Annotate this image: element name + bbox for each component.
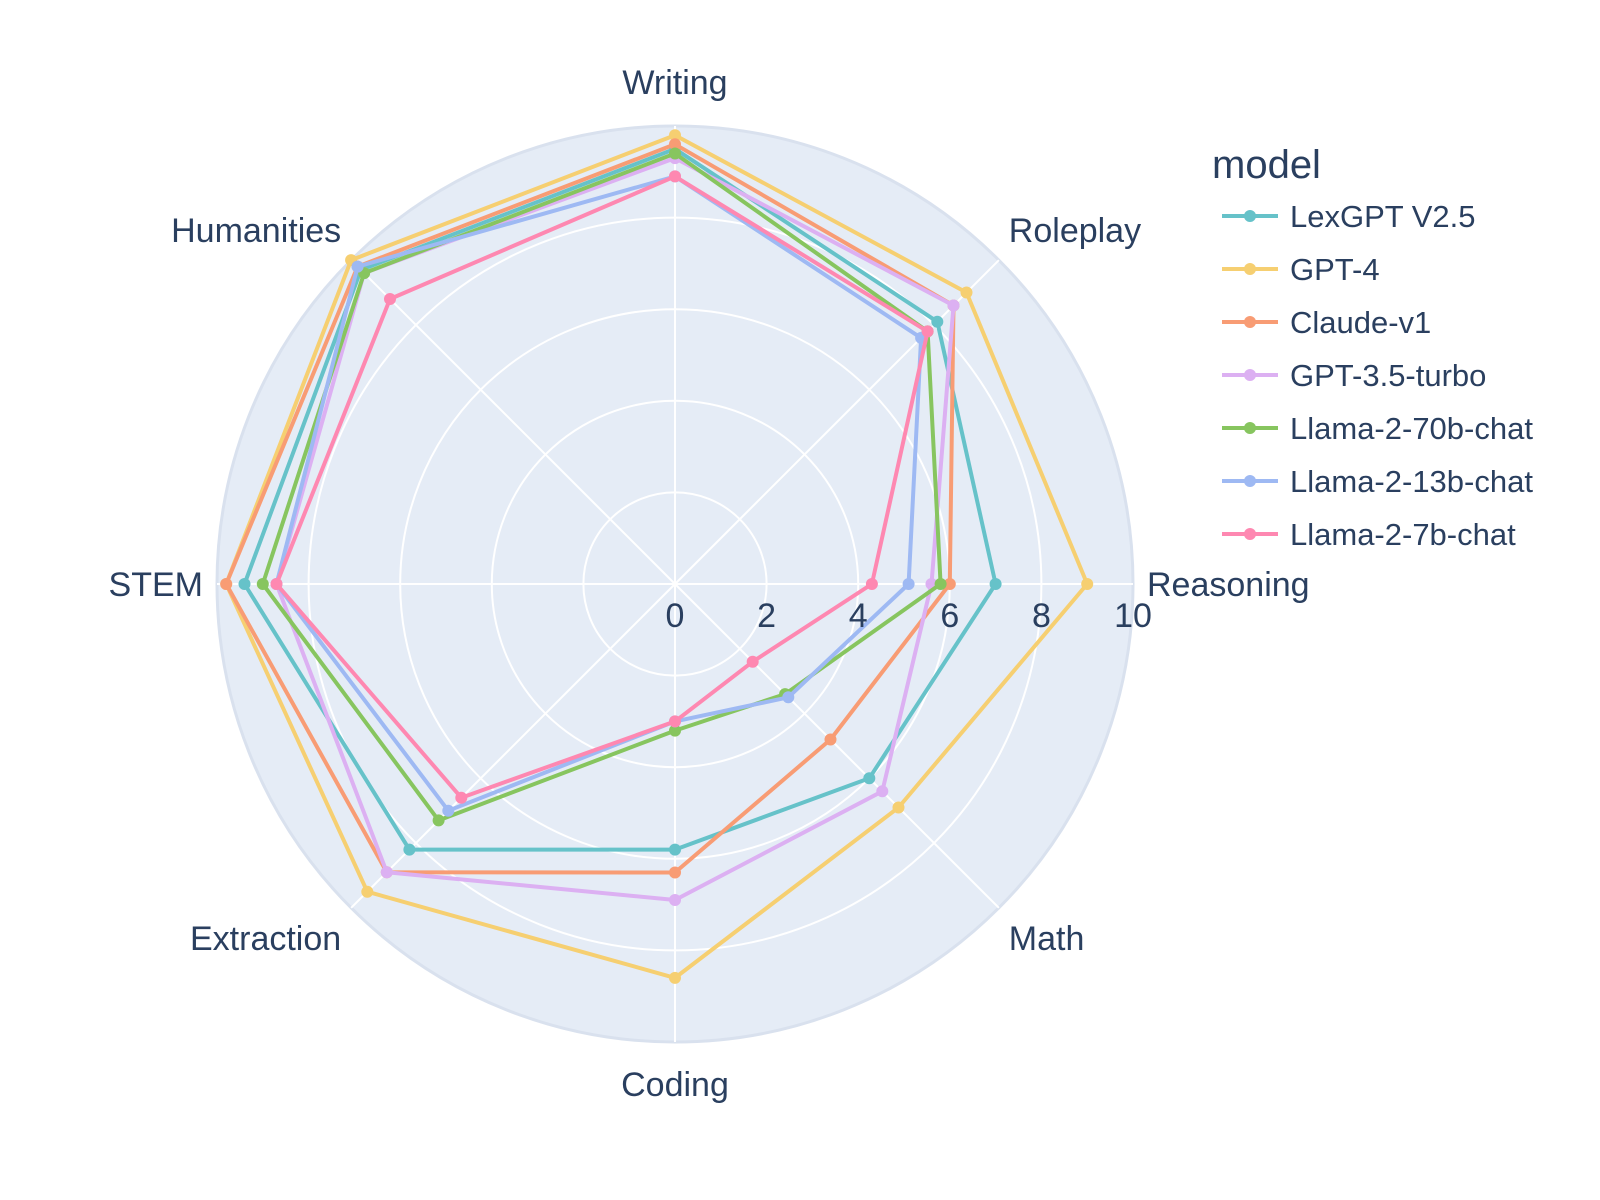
legend-title: model [1212,143,1321,187]
data-point [432,814,445,827]
data-point [442,804,455,817]
data-point [824,733,837,746]
data-point [669,866,681,879]
data-point [989,578,1002,590]
category-label: Roleplay [1009,212,1141,250]
legend-swatch-marker [1244,528,1256,540]
series-claude-v1 [220,138,960,879]
legend-item[interactable]: LexGPT V2.5 [1222,199,1476,234]
legend-label: GPT-3.5-turbo [1290,358,1486,393]
series-llama-2-7b-chat [270,170,934,804]
legend-label: Llama-2-7b-chat [1290,517,1516,552]
data-point [947,299,960,312]
legend-swatch-marker [1244,316,1256,328]
data-point [669,147,681,160]
legend-item[interactable]: GPT-3.5-turbo [1222,358,1486,393]
data-point [403,843,416,856]
data-point [931,315,944,328]
data-point [960,286,973,299]
data-point [669,138,681,151]
data-point [220,578,233,590]
data-point [669,971,681,984]
data-point [669,170,681,183]
data-point [270,578,283,590]
category-label: Humanities [171,212,341,250]
angular-gridline [350,583,676,909]
angular-gridline [350,259,676,585]
legend-label: LexGPT V2.5 [1290,199,1476,234]
data-point [669,724,681,737]
angular-gridline [674,583,1000,909]
radial-tick-label: 6 [940,597,959,635]
legend-item[interactable]: Claude-v1 [1222,305,1431,340]
legend-swatch-marker [1244,369,1256,381]
data-point [746,655,759,668]
legend-swatch-marker [1244,475,1256,487]
radial-tick-label: 8 [1032,597,1051,635]
data-point [256,578,269,590]
legend-swatch-marker [1244,263,1256,275]
category-label: STEM [109,566,203,604]
angular-gridline [674,259,1000,585]
data-point [921,325,934,338]
data-point [782,691,795,704]
data-point [865,578,878,590]
data-point [669,894,681,906]
data-point [380,866,393,879]
data-point [934,578,947,590]
data-point [455,791,468,804]
radial-tick-label: 0 [666,597,685,635]
data-point [669,129,681,142]
data-point [669,843,681,856]
data-point [1081,578,1094,590]
category-label: Extraction [190,920,341,958]
legend-item[interactable]: Llama-2-7b-chat [1222,517,1516,552]
legend-swatch-marker [1244,422,1256,434]
category-label: Reasoning [1147,566,1310,604]
legend-label: Claude-v1 [1290,305,1431,340]
legend-label: Llama-2-70b-chat [1290,411,1533,446]
radial-tick-label: 2 [757,597,776,635]
legend-item[interactable]: Llama-2-70b-chat [1222,411,1533,446]
data-point [384,293,396,305]
radial-tick-label: 10 [1114,597,1152,635]
data-point [876,785,889,798]
data-point [361,885,374,898]
category-label: Writing [622,64,727,102]
legend-label: GPT-4 [1290,252,1380,287]
plot-area: 0 2 4 6 8 10 Writing Roleplay Reasoning Math Codin… [109,64,1310,1104]
category-label: Coding [621,1066,729,1104]
data-point [669,715,681,728]
data-point [892,801,905,814]
legend-item[interactable]: Llama-2-13b-chat [1222,464,1533,499]
radial-tick-label: 4 [849,597,868,635]
data-point [238,578,251,590]
legend-item[interactable]: GPT-4 [1222,252,1380,287]
data-point [863,772,876,785]
data-point [943,578,956,590]
legend-label: Llama-2-13b-chat [1290,464,1533,499]
data-point [351,260,364,273]
legend-swatch-marker [1244,210,1256,222]
data-point [902,578,915,590]
legend: model LexGPT V2.5 GPT-4 Claude-v1 GPT-3.5-t… [1212,143,1533,552]
category-label: Math [1009,920,1085,958]
